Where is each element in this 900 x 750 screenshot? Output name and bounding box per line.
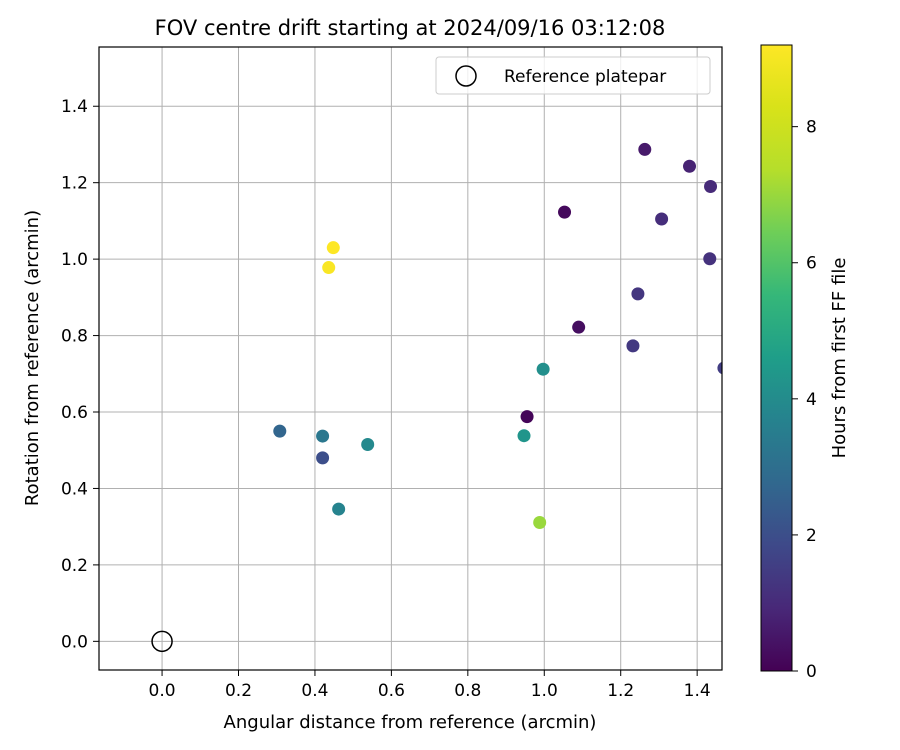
x-tick-label: 1.4 [684,681,711,701]
colorbar-tick-label: 6 [806,254,817,274]
y-tick-label: 0.2 [61,556,88,576]
y-axis-ticks: 0.0 0.2 0.4 0.6 0.8 1.0 1.2 1.4 [61,97,99,652]
colorbar-gradient [760,44,793,672]
y-tick-label: 0.6 [61,403,88,423]
chart-title: FOV centre drift starting at 2024/09/16 … [155,16,666,40]
x-tick-label: 0.8 [454,681,481,701]
data-point [704,180,718,194]
legend-box [435,56,711,95]
colorbar-tick-label: 4 [806,390,817,410]
data-point [655,212,669,226]
data-point [520,410,534,424]
legend: Reference platepar [435,56,711,95]
data-point [322,261,336,275]
y-tick-label: 1.2 [61,174,88,194]
x-axis-ticks: 0.0 0.2 0.4 0.6 0.8 1.0 1.2 1.4 [149,670,711,701]
data-point [273,424,287,438]
y-tick-label: 1.4 [61,97,88,117]
data-point [717,361,722,375]
data-point [316,429,330,443]
data-point [631,287,645,301]
colorbar-tick-label: 8 [806,118,817,138]
x-tick-label: 0.2 [225,681,252,701]
x-tick-label: 1.0 [531,681,558,701]
x-tick-label: 0.0 [149,681,176,701]
x-tick-label: 0.6 [378,681,405,701]
colorbar-label: Hours from first FF file [829,258,850,459]
data-point [533,515,547,529]
legend-reference-label: Reference platepar [504,67,666,87]
x-axis-label: Angular distance from reference (arcmin) [224,712,597,733]
legend-reference-marker [455,65,477,87]
data-point [638,142,652,156]
data-point [316,451,330,465]
plot-frame [98,46,723,671]
data-point [626,339,640,353]
data-point [361,437,375,451]
data-point [703,252,717,266]
y-tick-label: 0.4 [61,479,88,499]
grid [99,47,722,670]
colorbar-tick-label: 2 [806,526,817,546]
y-axis-label: Rotation from reference (arcmin) [22,210,43,506]
x-tick-label: 0.4 [301,681,328,701]
data-point [558,205,572,219]
data-point [326,241,340,255]
y-tick-label: 0.0 [61,632,88,652]
x-tick-label: 1.2 [607,681,634,701]
reference-marker [151,630,173,653]
data-points [151,142,722,653]
colorbar-ticks: 0 2 4 6 8 [792,118,817,682]
colorbar: 0 2 4 6 8 Hours from first FF file [760,44,850,682]
data-point [572,320,586,334]
colorbar-tick-label: 0 [806,662,817,682]
data-point [517,429,531,443]
data-point [683,159,697,173]
y-tick-label: 0.8 [61,327,88,347]
y-tick-label: 1.0 [61,250,88,270]
data-point [536,362,550,376]
data-point [332,502,346,516]
